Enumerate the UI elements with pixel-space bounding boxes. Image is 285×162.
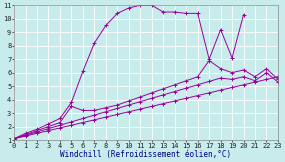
X-axis label: Windchill (Refroidissement éolien,°C): Windchill (Refroidissement éolien,°C) [60, 150, 232, 159]
